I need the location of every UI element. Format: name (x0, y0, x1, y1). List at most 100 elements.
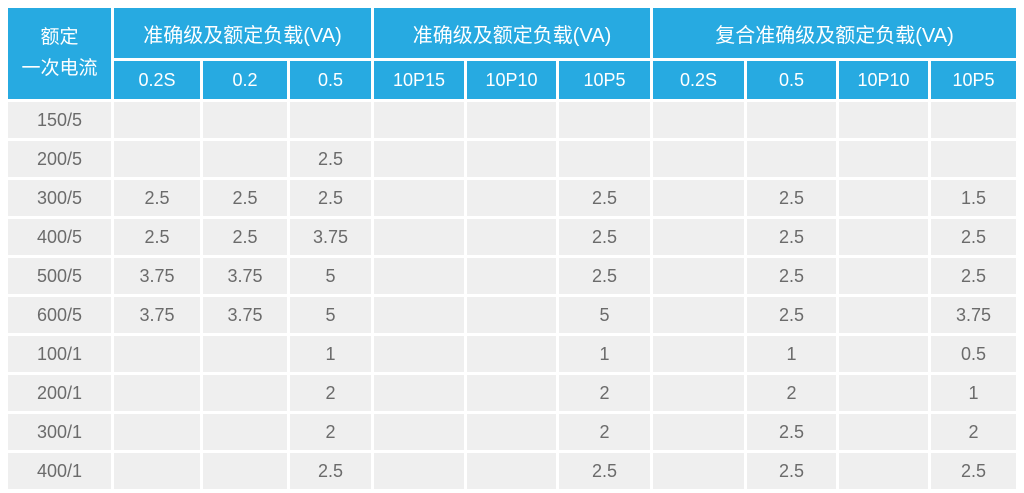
cell: 2.5 (931, 219, 1016, 255)
cell: 2.5 (114, 219, 200, 255)
cell: 2 (747, 375, 836, 411)
header-row-classes: 0.2S 0.2 0.5 10P15 10P10 10P5 0.2S 0.5 1… (8, 61, 1016, 99)
cell (467, 375, 556, 411)
cell: 2.5 (203, 219, 287, 255)
cell (374, 453, 464, 489)
cell (374, 180, 464, 216)
col-header-c-10p10: 10P10 (839, 61, 928, 99)
cell (114, 141, 200, 177)
cell (114, 336, 200, 372)
cell (747, 102, 836, 138)
cell: 2.5 (747, 453, 836, 489)
cell: 2.5 (203, 180, 287, 216)
cell: 2.5 (747, 180, 836, 216)
cell (747, 141, 836, 177)
cell: 2.5 (114, 180, 200, 216)
table-row: 200/5 2.5 (8, 141, 1016, 177)
col-header-c-10p5: 10P5 (931, 61, 1016, 99)
cell: 2.5 (290, 141, 371, 177)
table-row: 150/5 (8, 102, 1016, 138)
cell: 2.5 (747, 414, 836, 450)
cell: 2 (559, 375, 650, 411)
cell (467, 297, 556, 333)
primary-current-line1: 额定 (40, 27, 79, 49)
cell (374, 258, 464, 294)
cell: 2 (290, 414, 371, 450)
cell: 5 (290, 258, 371, 294)
table-row: 400/5 2.5 2.5 3.75 2.5 2.5 2.5 (8, 219, 1016, 255)
table-row: 300/1 2 2 2.5 2 (8, 414, 1016, 450)
col-header-a-02: 0.2 (203, 61, 287, 99)
cell (114, 453, 200, 489)
cell (559, 141, 650, 177)
rated-load-table: 额定 一次电流 准确级及额定负载(VA) 准确级及额定负载(VA) 复合准确级及… (5, 5, 1019, 492)
cell (374, 102, 464, 138)
cell (839, 258, 928, 294)
cell (653, 414, 744, 450)
cell: 3.75 (114, 297, 200, 333)
cell: 3.75 (203, 297, 287, 333)
cell: 3.75 (203, 258, 287, 294)
table-row: 400/1 2.5 2.5 2.5 2.5 (8, 453, 1016, 489)
col-header-a-02s: 0.2S (114, 61, 200, 99)
cell: 2.5 (559, 180, 650, 216)
cell: 2.5 (559, 453, 650, 489)
cell (653, 258, 744, 294)
cell: 2 (559, 414, 650, 450)
cell (839, 219, 928, 255)
cell: 1 (290, 336, 371, 372)
table-row: 200/1 2 2 2 1 (8, 375, 1016, 411)
primary-current-line2: 一次电流 (21, 57, 98, 79)
cell (467, 336, 556, 372)
cell (653, 336, 744, 372)
cell (467, 414, 556, 450)
cell (653, 375, 744, 411)
cell: 2 (290, 375, 371, 411)
col-header-primary-current: 额定 一次电流 (8, 8, 111, 99)
cell (653, 297, 744, 333)
cell: 5 (559, 297, 650, 333)
cell (931, 141, 1016, 177)
cell (114, 414, 200, 450)
row-label: 150/5 (8, 102, 111, 138)
cell (467, 141, 556, 177)
cell (374, 219, 464, 255)
table-row: 100/1 1 1 1 0.5 (8, 336, 1016, 372)
col-header-c-05: 0.5 (747, 61, 836, 99)
cell: 3.75 (290, 219, 371, 255)
cell (203, 102, 287, 138)
cell: 5 (290, 297, 371, 333)
cell: 3.75 (114, 258, 200, 294)
cell: 2.5 (290, 453, 371, 489)
row-label: 200/5 (8, 141, 111, 177)
cell (653, 180, 744, 216)
cell: 1 (747, 336, 836, 372)
cell (374, 375, 464, 411)
col-header-a-05: 0.5 (290, 61, 371, 99)
cell (290, 102, 371, 138)
group-header-accuracy-b: 准确级及额定负载(VA) (374, 8, 650, 58)
row-label: 400/1 (8, 453, 111, 489)
cell (839, 141, 928, 177)
cell (653, 219, 744, 255)
cell (203, 414, 287, 450)
row-label: 300/5 (8, 180, 111, 216)
cell (467, 219, 556, 255)
cell (839, 336, 928, 372)
cell (839, 297, 928, 333)
cell (374, 336, 464, 372)
col-header-b-10p5: 10P5 (559, 61, 650, 99)
row-label: 300/1 (8, 414, 111, 450)
cell: 2.5 (747, 219, 836, 255)
cell (203, 375, 287, 411)
cell (839, 102, 928, 138)
cell (931, 102, 1016, 138)
header-row-groups: 额定 一次电流 准确级及额定负载(VA) 准确级及额定负载(VA) 复合准确级及… (8, 8, 1016, 99)
row-label: 200/1 (8, 375, 111, 411)
cell (653, 141, 744, 177)
table-row: 300/5 2.5 2.5 2.5 2.5 2.5 1.5 (8, 180, 1016, 216)
cell (467, 102, 556, 138)
row-label: 500/5 (8, 258, 111, 294)
row-label: 600/5 (8, 297, 111, 333)
